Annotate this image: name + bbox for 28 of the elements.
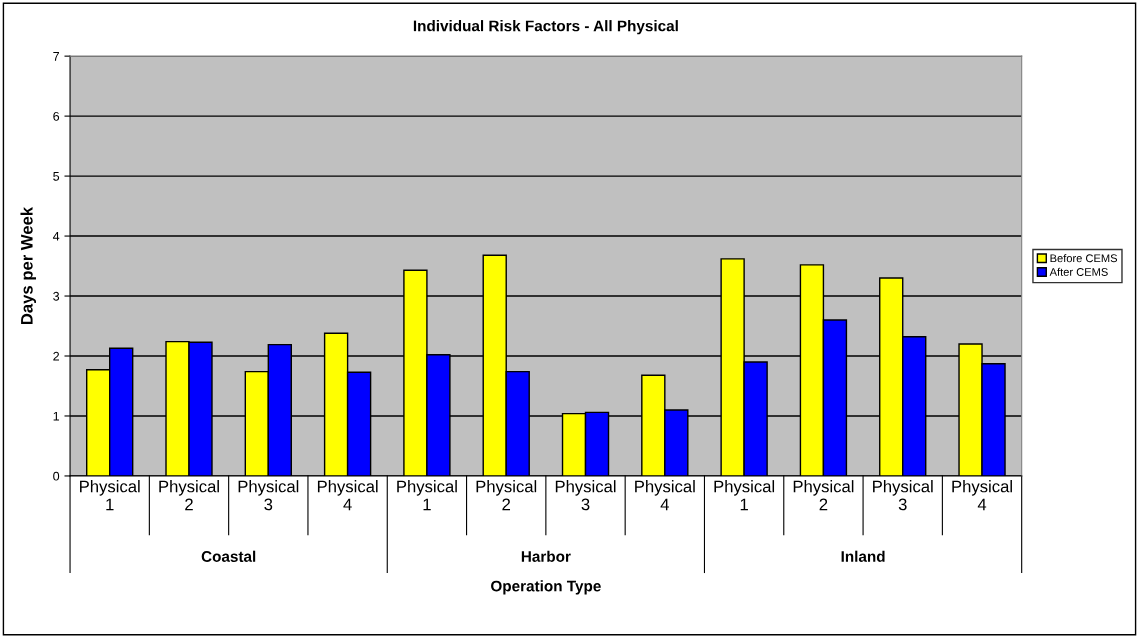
x-tick-label: Physical 3 (555, 480, 616, 511)
y-tick-label: 3 (53, 291, 60, 301)
x-tick-label: Physical 1 (397, 480, 457, 511)
y-tick-label: 1 (53, 411, 60, 421)
y-tick-label: 4 (52, 231, 60, 241)
x-tick-label: Physical 1 (714, 480, 775, 511)
x-tick-label: Physical 2 (793, 480, 854, 511)
x-tick-label: Physical 3 (238, 480, 299, 511)
x-tick-label: Physical 4 (317, 480, 378, 511)
y-tick-label: 7 (53, 52, 59, 61)
x-tick-label: Physical 1 (80, 480, 140, 511)
legend-label: Before CEMS (1050, 254, 1118, 263)
x-tick-label: Physical 2 (159, 480, 219, 511)
y-tick-label: 6 (53, 111, 60, 121)
x-tick-label: Physical 2 (476, 480, 537, 511)
legend-label: After CEMS (1049, 267, 1108, 276)
chart-title: Individual Risk Factors - All Physical (413, 20, 678, 35)
text: Coastal (201, 550, 256, 562)
y-axis-title: Days per Week (20, 206, 37, 325)
x-tick-label: Physical 4 (635, 480, 695, 511)
x-axis-title: Operation Type (491, 580, 601, 595)
x-tick-label: Physical 3 (873, 480, 933, 511)
x-tick-label: Physical 4 (952, 480, 1012, 511)
y-tick-label: 5 (53, 172, 60, 181)
text: Harbor (521, 550, 571, 562)
y-tick-label: 2 (53, 351, 59, 361)
y-tick-label: 0 (53, 471, 60, 481)
text: Inland (841, 550, 885, 562)
